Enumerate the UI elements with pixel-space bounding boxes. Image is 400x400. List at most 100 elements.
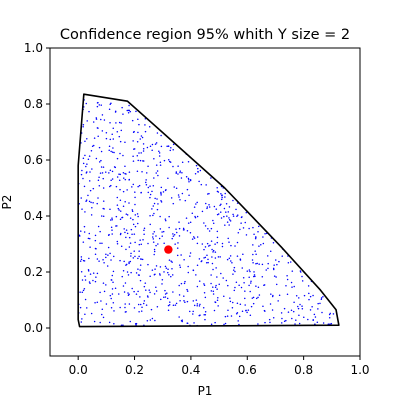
sample-point <box>187 271 190 274</box>
sample-point <box>244 297 246 300</box>
sample-point <box>86 138 88 140</box>
sample-point <box>234 270 236 273</box>
sample-point <box>261 275 264 278</box>
sample-point <box>183 299 185 302</box>
sample-point <box>116 157 119 160</box>
sample-point <box>143 233 145 236</box>
sample-point <box>232 215 235 217</box>
sample-point <box>123 291 126 293</box>
sample-point <box>207 261 209 264</box>
sample-point <box>109 219 112 221</box>
sample-point <box>159 266 162 268</box>
sample-point <box>90 312 93 315</box>
sample-point <box>226 221 229 223</box>
sample-point <box>82 177 84 180</box>
sample-point <box>111 229 113 231</box>
sample-point <box>125 229 128 231</box>
sample-point <box>132 140 134 142</box>
sample-point <box>137 257 139 260</box>
sample-point <box>184 280 186 283</box>
sample-point <box>216 236 219 239</box>
sample-point <box>313 313 316 316</box>
sample-point <box>164 189 167 192</box>
sample-point <box>111 233 113 235</box>
sample-point <box>109 252 111 255</box>
sample-point <box>124 201 126 203</box>
sample-point <box>216 241 219 244</box>
sample-point <box>82 241 85 243</box>
sample-point <box>139 239 141 241</box>
sample-point <box>239 303 242 306</box>
sample-point <box>107 234 110 236</box>
sample-point <box>281 317 283 320</box>
sample-point <box>252 253 254 256</box>
sample-point <box>149 275 151 277</box>
sample-point <box>159 161 162 164</box>
sample-point <box>224 315 227 318</box>
sample-point <box>102 187 105 189</box>
sample-point <box>208 206 211 208</box>
sample-point <box>142 150 145 152</box>
sample-point <box>110 297 112 300</box>
sample-point <box>196 201 198 204</box>
sample-point <box>330 322 333 325</box>
sample-point <box>120 232 122 235</box>
sample-point <box>216 213 219 216</box>
sample-point <box>231 261 233 264</box>
sample-point <box>161 278 164 281</box>
sample-point <box>95 117 97 119</box>
sample-point <box>211 256 213 258</box>
sample-point <box>120 245 123 248</box>
sample-point <box>115 225 117 227</box>
sample-point <box>262 305 264 307</box>
sample-point <box>105 171 107 173</box>
sample-point <box>103 119 106 121</box>
sample-point <box>187 265 189 268</box>
sample-point <box>144 130 147 133</box>
sample-point <box>113 310 115 312</box>
sample-point <box>151 149 153 151</box>
sample-point <box>119 152 121 155</box>
sample-point <box>88 200 91 203</box>
sample-point <box>227 211 230 213</box>
sample-point <box>102 200 105 202</box>
sample-point <box>291 286 293 288</box>
sample-point <box>159 274 161 276</box>
sample-point <box>212 286 214 288</box>
sample-point <box>178 264 181 266</box>
sample-point <box>116 130 119 133</box>
sample-point <box>140 135 143 137</box>
sample-point <box>267 267 269 270</box>
sample-point <box>227 237 229 240</box>
sample-point <box>142 160 145 162</box>
sample-point <box>153 157 155 160</box>
sample-point <box>217 256 220 258</box>
sample-point <box>177 242 179 244</box>
sample-point <box>222 277 224 279</box>
sample-point <box>213 309 216 312</box>
sample-point <box>232 213 234 216</box>
sample-point <box>215 267 217 269</box>
sample-point <box>122 285 125 287</box>
sample-point <box>270 293 272 295</box>
sample-point <box>128 109 131 112</box>
sample-point <box>210 323 213 325</box>
sample-point <box>185 176 188 178</box>
sample-point <box>118 135 121 138</box>
sample-point <box>151 236 154 238</box>
sample-point <box>252 275 255 278</box>
sample-point <box>156 306 159 308</box>
sample-point <box>149 196 151 199</box>
sample-point <box>129 260 132 263</box>
sample-point <box>186 322 188 324</box>
sample-point <box>117 207 120 210</box>
sample-point <box>218 283 220 285</box>
sample-point <box>89 189 92 192</box>
sample-point <box>203 292 206 294</box>
sample-point <box>90 201 92 204</box>
sample-point <box>97 197 99 199</box>
sample-point <box>81 208 83 210</box>
sample-points <box>77 99 335 327</box>
sample-point <box>188 194 190 197</box>
sample-point <box>320 297 323 299</box>
